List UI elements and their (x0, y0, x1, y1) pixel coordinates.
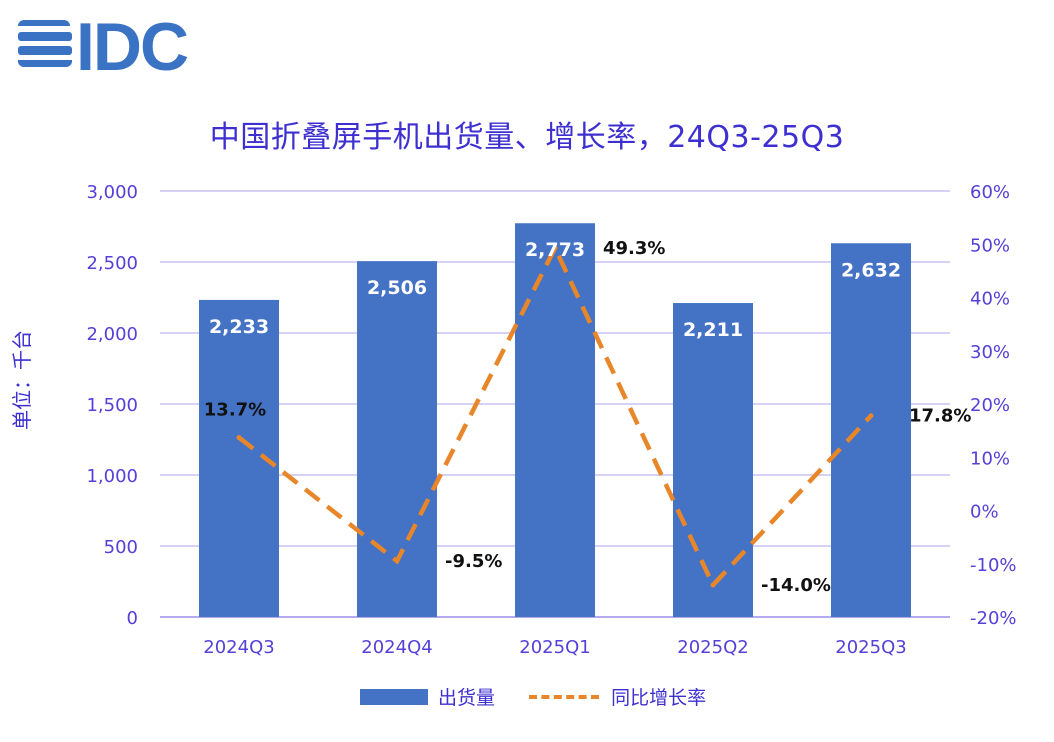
legend-line-label: 同比增长率 (611, 687, 707, 709)
x-tick-label: 2025Q2 (677, 637, 748, 658)
y-right-tick-label: 20% (970, 395, 1010, 416)
legend-bar-swatch (360, 688, 428, 705)
bar-value-label: 2,211 (683, 319, 743, 341)
bar (515, 223, 595, 617)
legend-line-swatch (529, 694, 600, 699)
y-left-tick-label: 1,000 (86, 466, 138, 487)
idc-logo: IDC (17, 10, 190, 80)
y-left-tick-label: 3,000 (86, 182, 138, 203)
chart-title: 中国折叠屏手机出货量、增长率，24Q3-25Q3 (209, 120, 845, 155)
y-right-tick-label: -20% (970, 608, 1017, 629)
growth-rate-point (236, 435, 242, 441)
y-right-tick-label: 40% (970, 289, 1010, 310)
x-tick-label: 2024Q3 (203, 637, 274, 658)
growth-rate-label: 49.3% (603, 238, 665, 259)
y-right-tick-label: 0% (970, 502, 999, 523)
y-left-tick-label: 500 (104, 537, 138, 558)
growth-rate-point (710, 582, 716, 588)
y-right-tick-label: 60% (970, 182, 1010, 203)
x-tick-label: 2025Q3 (835, 637, 906, 658)
growth-rate-point (868, 413, 874, 419)
y-left-tick-label: 1,500 (86, 395, 138, 416)
legend: 出货量 同比增长率 (360, 683, 706, 710)
bar-value-label: 2,773 (525, 239, 585, 261)
growth-rate-label: 13.7% (204, 400, 266, 421)
growth-rate-label: 17.8% (909, 406, 971, 427)
y-right-tick-label: 30% (970, 342, 1010, 363)
bar (831, 243, 911, 618)
y-left-tick-label: 0 (127, 608, 138, 629)
growth-rate-label: -14.0% (761, 575, 831, 596)
logo-text: IDC (76, 10, 188, 80)
x-tick-label: 2024Q4 (361, 637, 432, 658)
bar-value-label: 2,506 (367, 277, 427, 299)
y-right-tick-label: 10% (970, 448, 1010, 469)
y-right-tick-label: 50% (970, 235, 1010, 256)
bar (673, 303, 753, 617)
growth-rate-point (552, 245, 558, 251)
bar-value-label: 2,233 (209, 316, 269, 338)
x-tick-label: 2025Q1 (519, 637, 590, 658)
growth-rate-label: -9.5% (445, 551, 502, 572)
legend-bar-label: 出货量 (438, 687, 496, 709)
y-left-tick-label: 2,000 (86, 324, 138, 345)
growth-rate-point (394, 558, 400, 564)
bar-value-label: 2,632 (841, 259, 901, 281)
y-right-tick-label: -10% (970, 555, 1017, 576)
y-left-tick-label: 2,500 (86, 253, 138, 274)
